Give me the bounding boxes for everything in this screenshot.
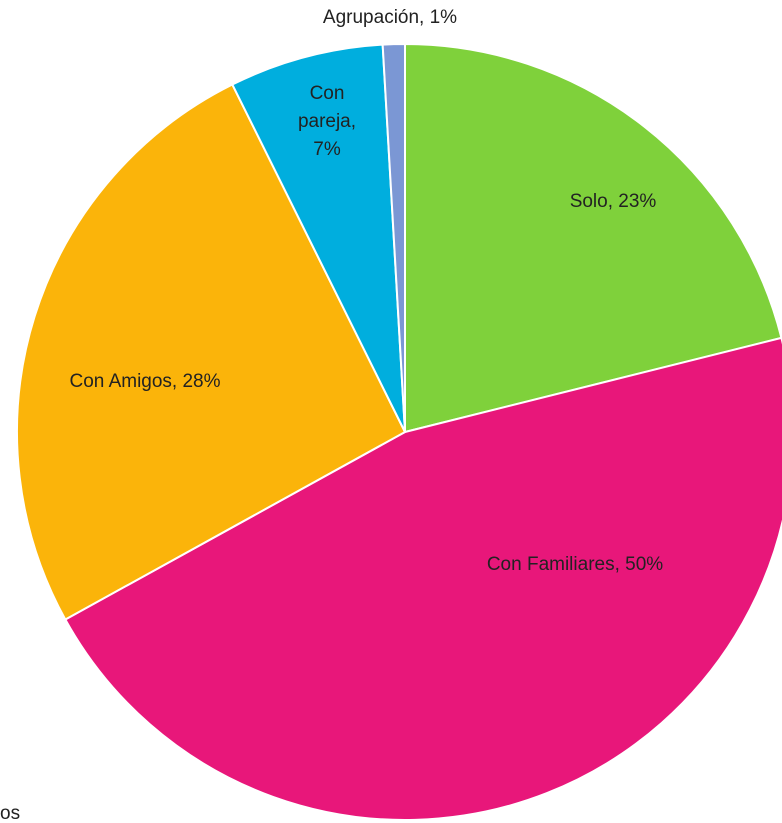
pie-slice xyxy=(16,83,407,621)
data-label: Agrupación, 1% xyxy=(323,7,457,28)
data-label-box: Con pareja, 7% xyxy=(297,83,357,160)
footer-text: os xyxy=(0,803,20,823)
pie-slice xyxy=(404,42,782,434)
data-label: Solo, 23% xyxy=(570,191,657,212)
pie-slice xyxy=(63,336,782,821)
data-label: Con Familiares, 50% xyxy=(487,554,663,575)
data-label: Con Amigos, 28% xyxy=(69,371,220,392)
pie-slice xyxy=(381,42,406,433)
data-label: Con pareja, 7% xyxy=(297,83,357,160)
pie-slice xyxy=(231,43,406,433)
